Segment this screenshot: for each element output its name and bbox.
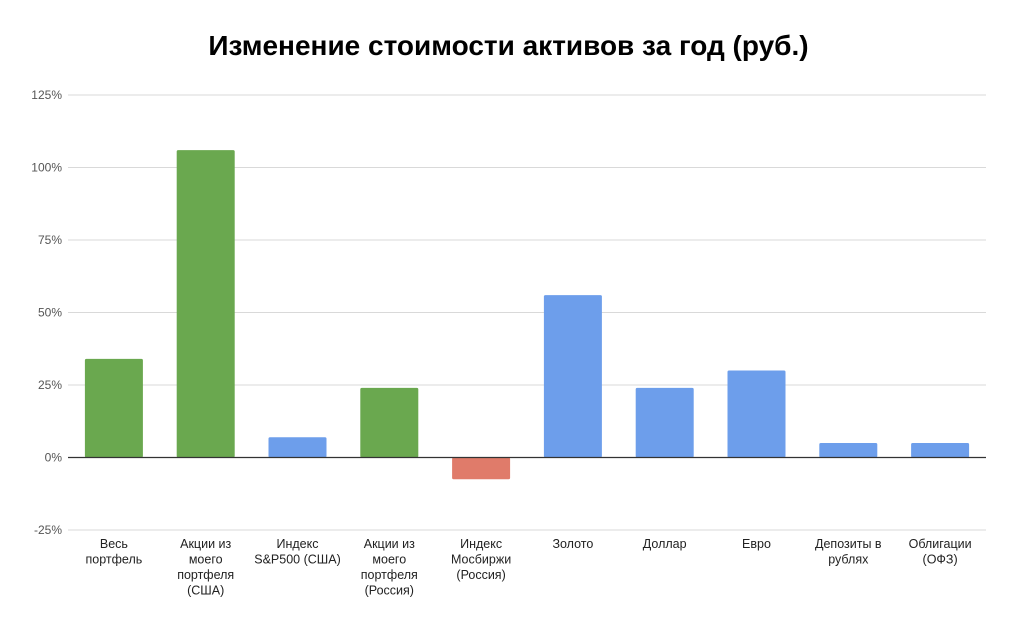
y-tick-label: 75% [38,233,62,247]
bar [635,387,694,458]
y-axis-ticks: -25% 0% 25% 50% 75% 100% 125% [31,88,62,537]
bar [360,387,419,458]
category-label: Индекс Мосбиржи (Россия) [451,537,511,582]
y-tick-label: 0% [45,451,63,465]
bar [84,358,143,458]
y-tick-label: 50% [38,306,62,320]
y-tick-label: 125% [31,88,62,102]
chart-title: Изменение стоимости активов за год (руб.… [208,30,809,61]
category-label: Облигации (ОФЗ) [909,537,972,567]
category-label: Индекс S&P500 (США) [254,537,341,567]
y-tick-label: 25% [38,378,62,392]
category-label: Евро [742,537,771,551]
bars [84,150,970,480]
bar [727,370,786,458]
bar [176,150,235,458]
y-tick-label: 100% [31,161,62,175]
category-labels: Весь портфель Акции из моего портфеля (США) Ин… [86,537,972,598]
category-label: Акции из моего портфеля (США) [177,537,234,598]
bar [543,295,602,458]
category-label: Золото [552,537,593,551]
bar [819,443,878,458]
bar [268,437,327,458]
category-label: Депозиты в рублях [815,537,882,567]
category-label: Весь портфель [86,537,143,567]
y-tick-label: -25% [34,523,62,537]
bar [911,443,970,458]
category-label: Доллар [643,537,687,551]
category-label: Акции из моего портфеля (Россия) [361,537,418,598]
bar [452,457,511,480]
